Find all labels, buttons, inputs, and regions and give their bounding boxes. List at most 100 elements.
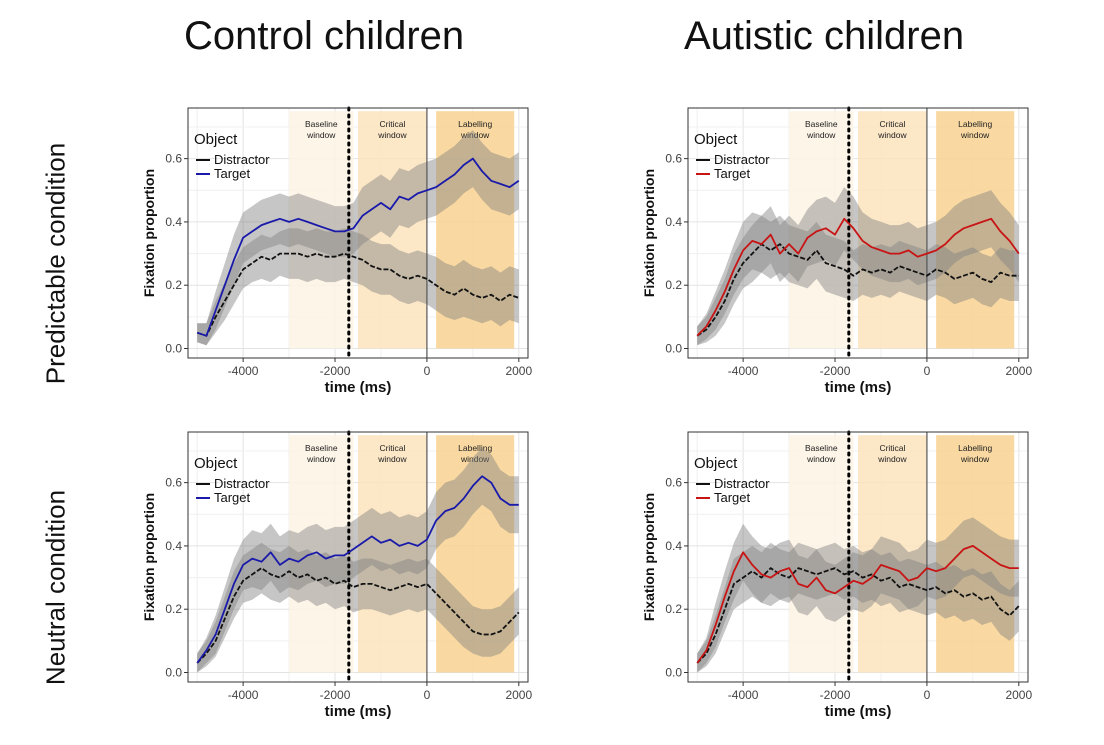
y-axis-label: Fixation proportion (141, 169, 157, 297)
x-tick-label: 2000 (505, 688, 532, 702)
legend-label-distractor: Distractor (214, 476, 270, 491)
panel-control-neutral: Baseline window Critical window Labelling win… (136, 420, 536, 730)
x-tick-label: 2000 (1005, 364, 1032, 378)
legend-title: Object (694, 455, 738, 472)
series-line-distractor (696, 243, 1019, 337)
plot-border (187, 431, 529, 683)
window-labelling (936, 435, 1015, 673)
ribbon-distractor (697, 542, 1019, 673)
x-tick-label: -2000 (320, 688, 351, 702)
ribbon-distractor (197, 542, 519, 673)
series-line-target (696, 217, 1020, 337)
y-tick-label: 0.4 (665, 539, 682, 553)
y-tick-label: 0.2 (665, 602, 682, 616)
y-tick-label: 0.6 (165, 152, 182, 166)
legend-label-distractor: Distractor (214, 152, 270, 167)
window-label: window (960, 130, 990, 140)
window-label: window (460, 454, 490, 464)
window-critical (358, 435, 427, 673)
ribbon-target (197, 447, 519, 673)
y-tick-label: 0.4 (665, 215, 682, 229)
panel-autistic-neutral: Baseline window Critical window Labelling win… (636, 420, 1036, 730)
legend-label-distractor: Distractor (714, 476, 770, 491)
window-label: window (306, 130, 336, 140)
window-label: window (877, 130, 907, 140)
y-tick-label: 0.0 (665, 666, 682, 680)
x-tick-label: 2000 (1005, 688, 1032, 702)
window-label: Critical (379, 443, 405, 453)
column-title-control: Control children (184, 14, 465, 58)
legend-title: Object (194, 131, 238, 148)
window-labelling (436, 111, 515, 349)
ribbon-target (697, 187, 1019, 346)
window-critical (858, 435, 927, 673)
window-label: window (460, 130, 490, 140)
window-label: window (877, 454, 907, 464)
x-axis-label: time (ms) (825, 703, 892, 720)
ribbon-target (197, 130, 519, 346)
x-tick-label: -4000 (228, 688, 259, 702)
window-label: window (806, 454, 836, 464)
chart-svg: BaselinewindowCriticalwindowLabellingwin… (641, 430, 1032, 720)
x-tick-label: -4000 (228, 364, 259, 378)
x-tick-label: 0 (924, 688, 931, 702)
window-labelling (936, 111, 1015, 349)
window-label: Baseline (305, 119, 338, 129)
legend-title: Object (694, 131, 738, 148)
y-tick-label: 0.4 (165, 539, 182, 553)
legend-label-target: Target (714, 490, 751, 505)
series-line-target (696, 545, 1019, 664)
ribbon-target (697, 517, 1019, 673)
plot-border (687, 431, 1029, 683)
window-labelling (436, 435, 515, 673)
y-tick-label: 0.6 (165, 476, 182, 490)
series-line-distractor (196, 567, 520, 664)
y-axis-label: Fixation proportion (641, 493, 657, 621)
y-tick-label: 0.0 (665, 342, 682, 356)
legend-title: Object (194, 455, 238, 472)
series-line-target (196, 475, 519, 664)
window-label: window (306, 454, 336, 464)
window-critical (358, 111, 427, 349)
y-tick-label: 0.0 (165, 342, 182, 356)
y-tick-label: 0.2 (165, 278, 182, 292)
window-label: Critical (379, 119, 405, 129)
window-label: window (377, 454, 407, 464)
y-tick-label: 0.0 (165, 666, 182, 680)
chart-svg: BaselinewindowCriticalwindowLabellingwin… (141, 106, 532, 396)
row-title-predictable: Predictable condition (40, 142, 71, 385)
plot-border (187, 107, 529, 359)
x-tick-label: 0 (924, 364, 931, 378)
y-axis-label: Fixation proportion (641, 169, 657, 297)
window-label: Critical (879, 443, 905, 453)
x-axis-label: time (ms) (325, 703, 392, 720)
y-tick-label: 0.6 (665, 476, 682, 490)
chart-svg: BaselinewindowCriticalwindowLabellingwin… (141, 430, 532, 720)
window-baseline (789, 435, 854, 673)
window-label: Labelling (958, 119, 992, 129)
y-tick-label: 0.4 (165, 215, 182, 229)
chart-svg: BaselinewindowCriticalwindowLabellingwin… (641, 106, 1032, 396)
window-label: Baseline (805, 443, 838, 453)
legend-label-target: Target (714, 166, 751, 181)
window-label: Labelling (458, 443, 492, 453)
x-axis-label: time (ms) (325, 379, 392, 396)
window-label: Baseline (305, 443, 338, 453)
series-line-distractor (196, 252, 520, 337)
y-axis-label: Fixation proportion (141, 493, 157, 621)
x-axis-label: time (ms) (825, 379, 892, 396)
y-tick-label: 0.2 (665, 278, 682, 292)
window-baseline (289, 435, 354, 673)
x-tick-label: -2000 (820, 688, 851, 702)
window-label: Critical (879, 119, 905, 129)
x-tick-label: -4000 (728, 688, 759, 702)
window-critical (858, 111, 927, 349)
window-baseline (289, 111, 354, 349)
x-tick-label: -2000 (820, 364, 851, 378)
window-label: window (960, 454, 990, 464)
panel-autistic-predictable: Baseline window Critical window Labelling win… (636, 96, 1036, 406)
series-line-target (196, 157, 520, 337)
series-line-distractor (696, 567, 1020, 664)
x-tick-label: 0 (424, 688, 431, 702)
y-tick-label: 0.6 (665, 152, 682, 166)
